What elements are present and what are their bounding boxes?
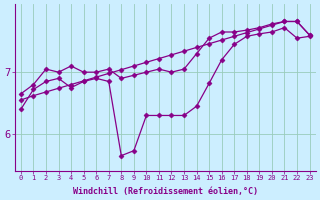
X-axis label: Windchill (Refroidissement éolien,°C): Windchill (Refroidissement éolien,°C) [73, 187, 258, 196]
